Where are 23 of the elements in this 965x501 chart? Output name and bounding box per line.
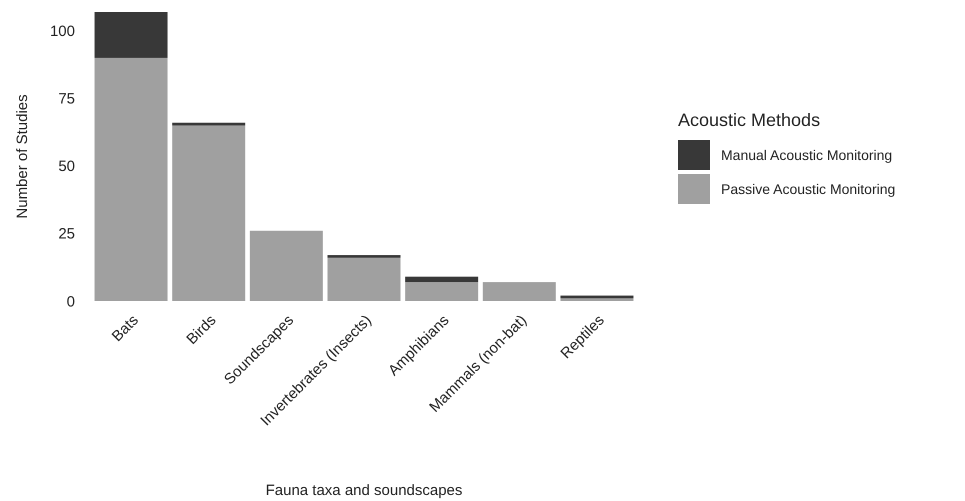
y-tick-label: 50 [58,158,75,176]
bar [560,298,634,301]
bar [328,255,400,258]
bar [94,58,168,301]
legend-label: Passive Acoustic Monitoring [721,180,896,197]
bar [250,230,323,301]
bar [328,258,400,301]
x-tick-label: Bats [108,312,142,346]
bar [405,282,478,301]
bar [172,125,246,301]
y-tick-label: 75 [58,90,75,108]
bar [560,296,634,298]
y-tick-label: 100 [50,23,75,40]
legend-label: Manual Acoustic Monitoring [721,146,892,163]
y-tick-label: 0 [66,293,75,310]
y-axis-title: Number of Studies [14,94,31,219]
bar [405,276,478,282]
x-axis-title: Fauna taxa and soundscapes [266,482,462,499]
y-tick-label: 25 [58,226,75,243]
bar [482,282,556,301]
bar [172,122,246,126]
legend-title: Acoustic Methods [678,110,820,130]
bar [94,12,168,58]
